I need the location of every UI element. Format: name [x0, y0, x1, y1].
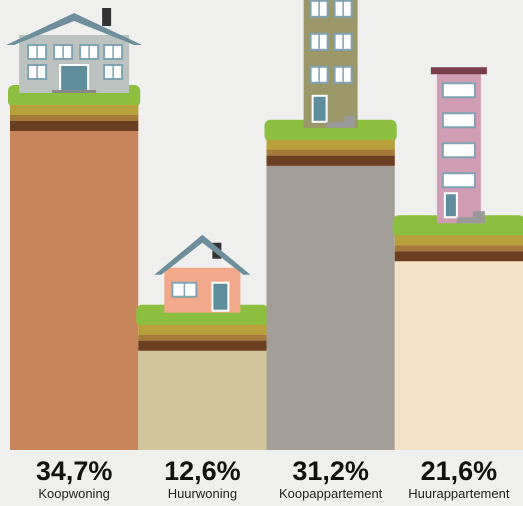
- soil-low: [138, 340, 267, 351]
- bar: [394, 235, 523, 450]
- stairs: [326, 115, 355, 128]
- category-label: Koopwoning: [38, 486, 110, 501]
- soil-mid: [266, 149, 395, 156]
- soil-low: [10, 121, 139, 131]
- window: [441, 112, 476, 129]
- bar: [266, 139, 395, 450]
- soil-top: [10, 105, 139, 115]
- step: [52, 90, 97, 93]
- soil-low: [266, 155, 395, 166]
- category-label: Huurappartement: [408, 486, 510, 501]
- value-label: 34,7%: [36, 456, 113, 486]
- value-label: 12,6%: [164, 456, 241, 486]
- soil-mid: [394, 245, 523, 252]
- soil-top: [266, 139, 395, 150]
- grass: [392, 215, 523, 238]
- building: [430, 67, 487, 224]
- door: [59, 64, 90, 92]
- soil-mid: [10, 115, 139, 121]
- grass: [264, 119, 397, 142]
- door: [443, 192, 458, 219]
- window: [441, 172, 476, 189]
- soil-low: [394, 251, 523, 262]
- building: [6, 8, 143, 93]
- soil-top: [138, 324, 267, 335]
- value-label: 31,2%: [292, 456, 369, 486]
- category-label: Huurwoning: [168, 486, 237, 501]
- building: [303, 0, 358, 128]
- value-label: 21,6%: [421, 456, 498, 486]
- building: [154, 234, 251, 313]
- soil-top: [394, 235, 523, 246]
- soil-mid: [138, 334, 267, 341]
- stairs: [456, 211, 485, 224]
- roof: [6, 13, 143, 45]
- roof: [154, 234, 251, 275]
- door: [311, 94, 328, 123]
- window: [441, 142, 476, 159]
- door: [211, 281, 230, 312]
- bar: [10, 105, 139, 450]
- roof-cap: [430, 67, 487, 75]
- chimney: [102, 8, 112, 26]
- category-label: Koopappartement: [279, 486, 383, 501]
- window: [441, 82, 476, 99]
